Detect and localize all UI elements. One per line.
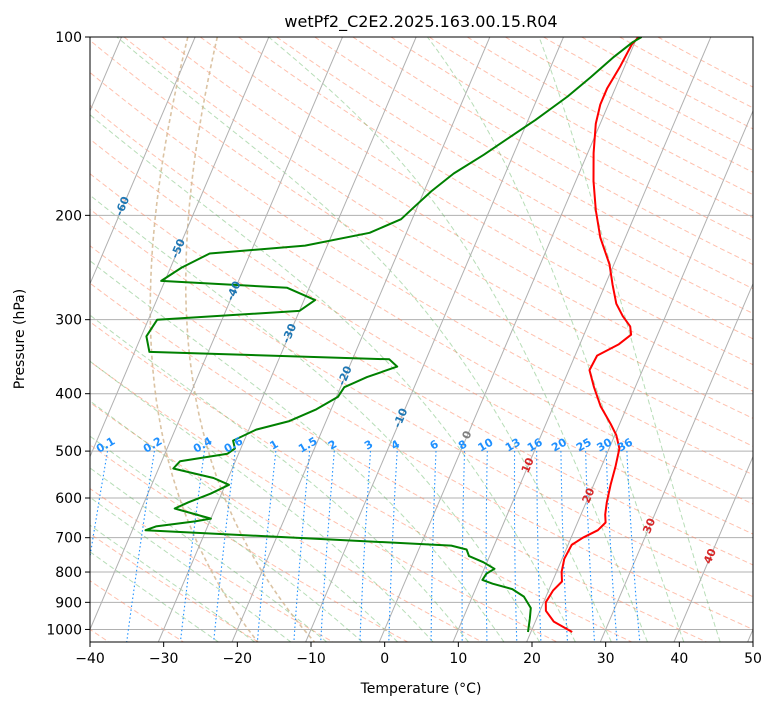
mixing-ratio-line (179, 451, 205, 642)
isotherm-gridline (526, 109, 753, 642)
x-tick-label: 0 (380, 651, 389, 667)
sounding-series (144, 37, 643, 633)
x-axis-ticks: −40 −30 −20 −10 0 10 20 30 40 50 (75, 642, 762, 667)
x-tick-label: −10 (296, 651, 326, 667)
dry-adiabat (90, 71, 753, 476)
reference-curve (149, 37, 259, 642)
x-tick-label: 10 (449, 651, 467, 667)
dry-adiabat (90, 444, 408, 642)
mixing-ratio-line (213, 451, 236, 642)
isotherm-gridline (90, 37, 343, 631)
isotherm-gridline (452, 37, 712, 642)
dry-adiabat (90, 401, 483, 642)
x-tick-label: 40 (670, 651, 688, 667)
moist-adiabat (90, 194, 541, 642)
y-axis-ticks: 100 200 300 400 500 600 700 800 900 1000 (46, 30, 90, 638)
moist-adiabat (90, 435, 363, 642)
sounding-line (144, 37, 643, 633)
x-axis-label: Temperature (°C) (360, 681, 482, 697)
dry-adiabat (90, 208, 753, 598)
x-tick-label: 50 (744, 651, 762, 667)
dry-adiabat (466, 37, 753, 196)
moist-adiabat (90, 260, 505, 642)
moist-adiabat (538, 37, 721, 642)
isotherm-gridline (90, 37, 196, 286)
y-tick-label: 800 (55, 565, 82, 581)
mixing-ratio-lines (90, 451, 641, 642)
isotherm-label: 30 (640, 516, 658, 535)
isotherm-label: 20 (580, 486, 598, 505)
mixing-ratio-line (90, 451, 109, 560)
reference-curves (149, 37, 316, 642)
moist-adiabat (90, 551, 219, 642)
plot-area: -100-90-80-70-60-50-40-30-20-10010203040… (90, 37, 753, 642)
dry-adiabat (123, 37, 753, 419)
mixing-ratio-line (256, 451, 277, 642)
dry-adiabat (90, 282, 707, 642)
dry-adiabat (238, 37, 753, 340)
moist-adiabat (90, 524, 256, 642)
x-tick-label: −30 (149, 651, 179, 667)
moist-adiabat (268, 37, 648, 642)
dry-adiabat (200, 37, 753, 366)
y-axis-label: Pressure (hPa) (12, 289, 28, 389)
moist-adiabat (90, 314, 469, 642)
y-tick-label: 400 (55, 387, 82, 403)
y-tick-label: 500 (55, 444, 82, 460)
y-tick-label: 200 (55, 208, 82, 224)
isotherm-gridline (231, 37, 491, 642)
x-tick-label: 30 (597, 651, 615, 667)
isotherm-gridline (157, 37, 417, 642)
sounding-line (544, 37, 640, 633)
dry-adiabat (390, 37, 753, 242)
y-tick-label: 1000 (46, 622, 82, 638)
moist-adiabat (90, 360, 434, 642)
dry-adiabat (90, 245, 753, 630)
isotherm-label: 10 (519, 455, 537, 474)
moist-adiabat (90, 467, 328, 642)
dry-adiabat (90, 39, 753, 447)
x-tick-label: 20 (523, 651, 541, 667)
isotherm-gridline (599, 282, 753, 642)
y-tick-label: 600 (55, 491, 82, 507)
dry-adiabat (543, 37, 753, 151)
dry-adiabat (161, 37, 753, 392)
plot-frame (89, 36, 754, 643)
mixing-ratio-line (126, 451, 155, 642)
dry-adiabat (90, 173, 753, 566)
y-tick-label: 100 (55, 30, 82, 46)
y-tick-label: 900 (55, 595, 82, 611)
dry-adiabat (314, 37, 753, 290)
isotherm-gridline (90, 37, 270, 458)
isotherm-gridline (673, 455, 753, 642)
dry-adiabat (90, 321, 632, 642)
moist-adiabat (426, 37, 685, 642)
y-tick-label: 700 (55, 531, 82, 547)
chart-title: wetPf2_C2E2.2025.163.00.15.R04 (284, 12, 557, 32)
x-tick-label: −20 (223, 651, 253, 667)
x-tick-label: −40 (75, 651, 105, 667)
dry-adiabat (90, 533, 259, 642)
isotherm-label: 40 (701, 546, 719, 565)
y-tick-label: 300 (55, 313, 82, 329)
